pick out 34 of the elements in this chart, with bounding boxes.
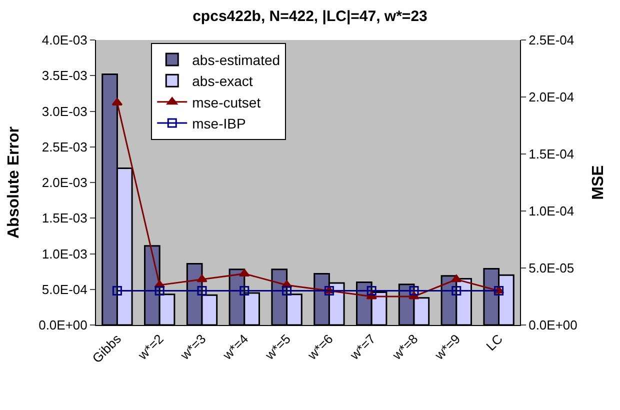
y2-tick-label: 5.0E-05 xyxy=(528,260,574,276)
y2-axis-title: MSE xyxy=(590,164,608,200)
y-tick-label: 1.0E-03 xyxy=(42,246,88,262)
point xyxy=(154,286,164,296)
point xyxy=(239,268,250,276)
y2-tick-label: 1.5E-04 xyxy=(528,146,574,162)
point xyxy=(451,274,462,282)
x-tick-label: LC xyxy=(483,331,506,354)
y-tick-label: 2.5E-03 xyxy=(42,139,88,154)
y-tick-label: 2.0E-03 xyxy=(42,175,88,190)
y-axis-title: Absolute Error xyxy=(6,126,23,239)
y-tick-label: 1.5E-03 xyxy=(42,210,88,226)
point xyxy=(112,286,122,296)
y2-tick-label: 2.5E-04 xyxy=(528,32,574,48)
point xyxy=(409,286,419,296)
point xyxy=(240,286,250,296)
point xyxy=(366,286,376,296)
point xyxy=(196,274,208,282)
y-tick-label: 4.0E-03 xyxy=(42,32,88,48)
y-tick-label: 5.0E-04 xyxy=(42,282,88,297)
y-tick-label: 0.0E+00 xyxy=(38,318,88,333)
y2-tick-label: 0.0E+00 xyxy=(528,318,578,333)
y-tick-label: 3.0E-03 xyxy=(42,104,88,119)
chart-title: cpcs422b, N=422, |LC|=47, w*=23 xyxy=(192,8,428,25)
point xyxy=(197,286,207,296)
legend-label: mse-cutset xyxy=(192,94,261,110)
y-tick-label: 3.5E-03 xyxy=(42,68,88,84)
legend-label: abs-estimated xyxy=(192,52,280,68)
y2-tick-label: 1.0E-04 xyxy=(528,204,574,219)
legend-label: mse-IBP xyxy=(192,116,246,132)
y2-tick-label: 2.0E-04 xyxy=(528,90,574,105)
point xyxy=(452,286,462,296)
point xyxy=(282,286,292,296)
legend-label: abs-exact xyxy=(192,73,253,90)
